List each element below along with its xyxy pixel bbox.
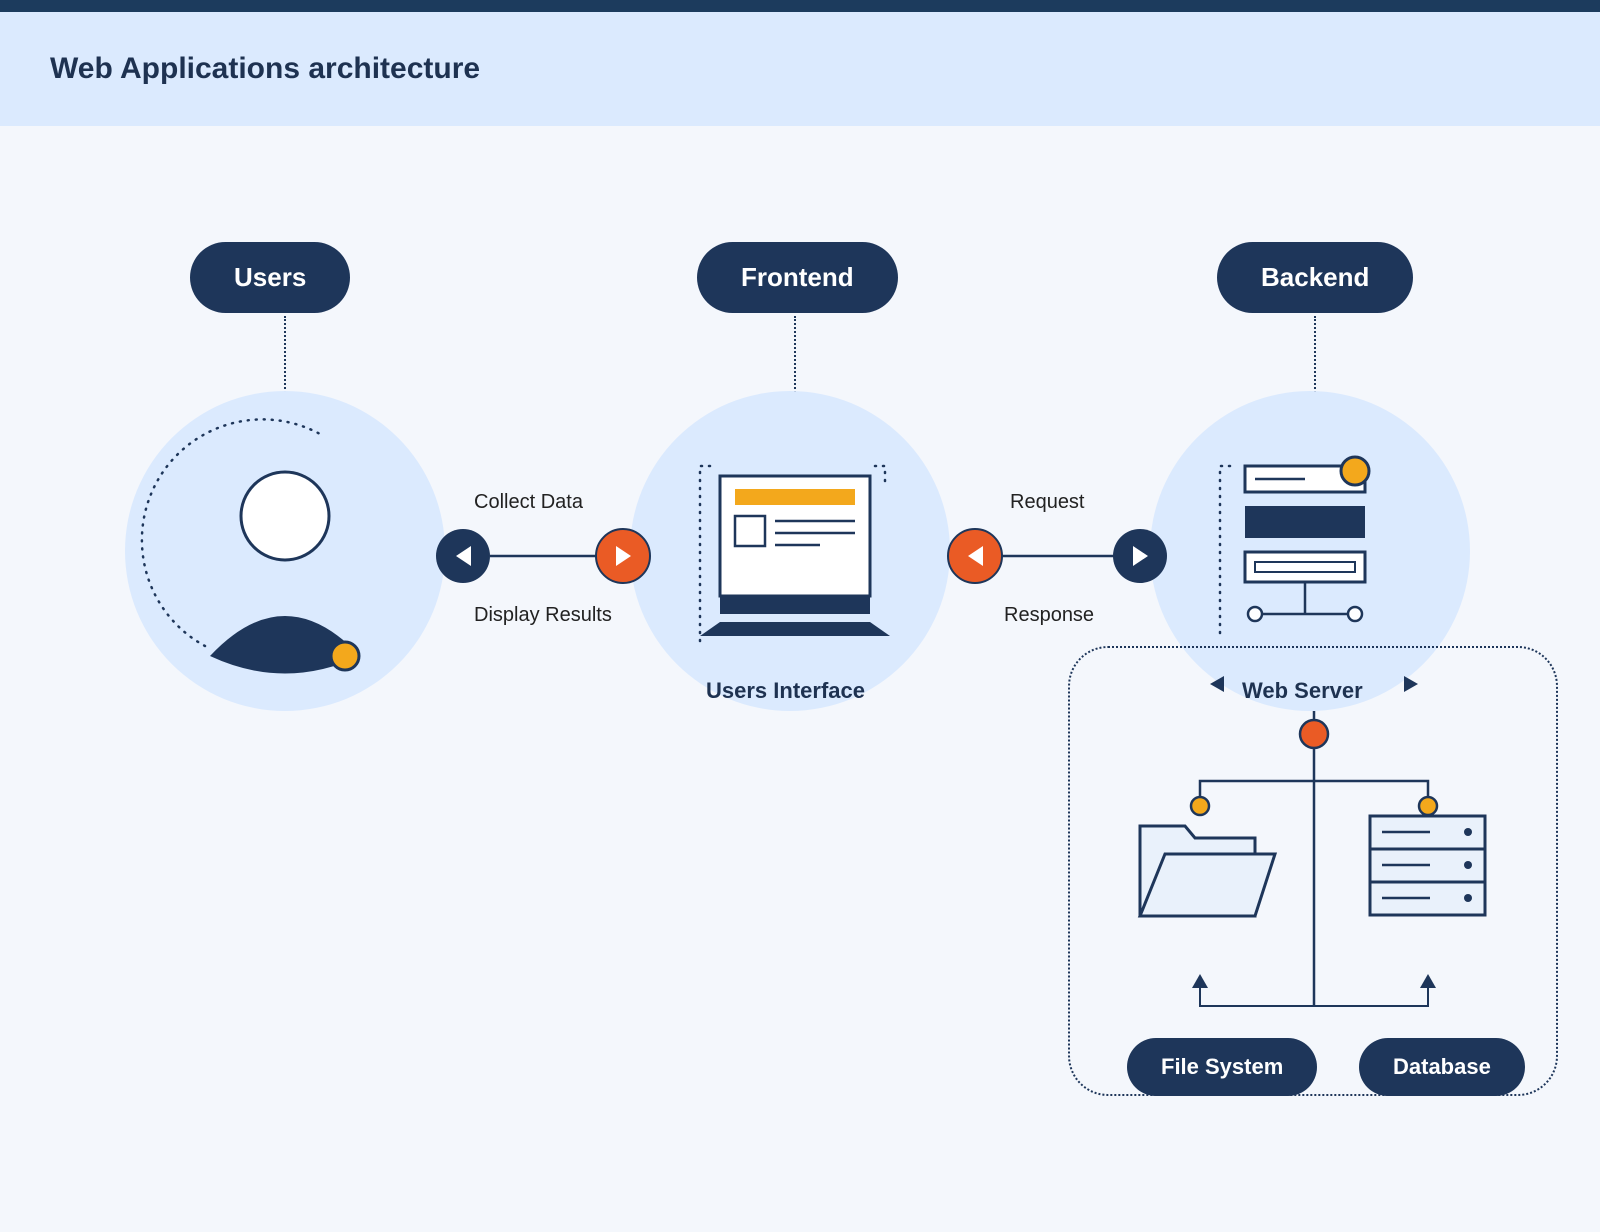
page-title: Web Applications architecture (50, 52, 1550, 86)
database-pill: Database (1359, 1038, 1525, 1096)
users-circle (125, 391, 445, 711)
flow-response: Response (1004, 604, 1094, 627)
file-system-pill: File System (1127, 1038, 1317, 1096)
flow-request: Request (1010, 491, 1085, 514)
frontend-sublabel: Users Interface (706, 678, 865, 704)
dotted-line (284, 316, 286, 396)
backend-pill-label: Backend (1261, 262, 1369, 292)
frontend-pill: Frontend (697, 242, 898, 313)
database-label: Database (1393, 1054, 1491, 1079)
users-pill: Users (190, 242, 350, 313)
top-bar (0, 0, 1600, 12)
frontend-pill-label: Frontend (741, 262, 854, 292)
dotted-line (1314, 316, 1316, 396)
backend-sublabel: Web Server (1242, 678, 1363, 704)
users-pill-label: Users (234, 262, 306, 292)
frontend-circle (630, 391, 950, 711)
page-header: Web Applications architecture (0, 12, 1600, 126)
dotted-line (794, 316, 796, 396)
backend-pill: Backend (1217, 242, 1413, 313)
flow-display-results: Display Results (474, 604, 612, 627)
arrow-btn-left-orange (948, 529, 1002, 583)
file-system-label: File System (1161, 1054, 1283, 1079)
diagram-canvas: Users Frontend Backend Users Interface W… (0, 126, 1600, 1226)
backend-storage-box (1068, 646, 1558, 1096)
flow-collect-data: Collect Data (474, 491, 583, 514)
